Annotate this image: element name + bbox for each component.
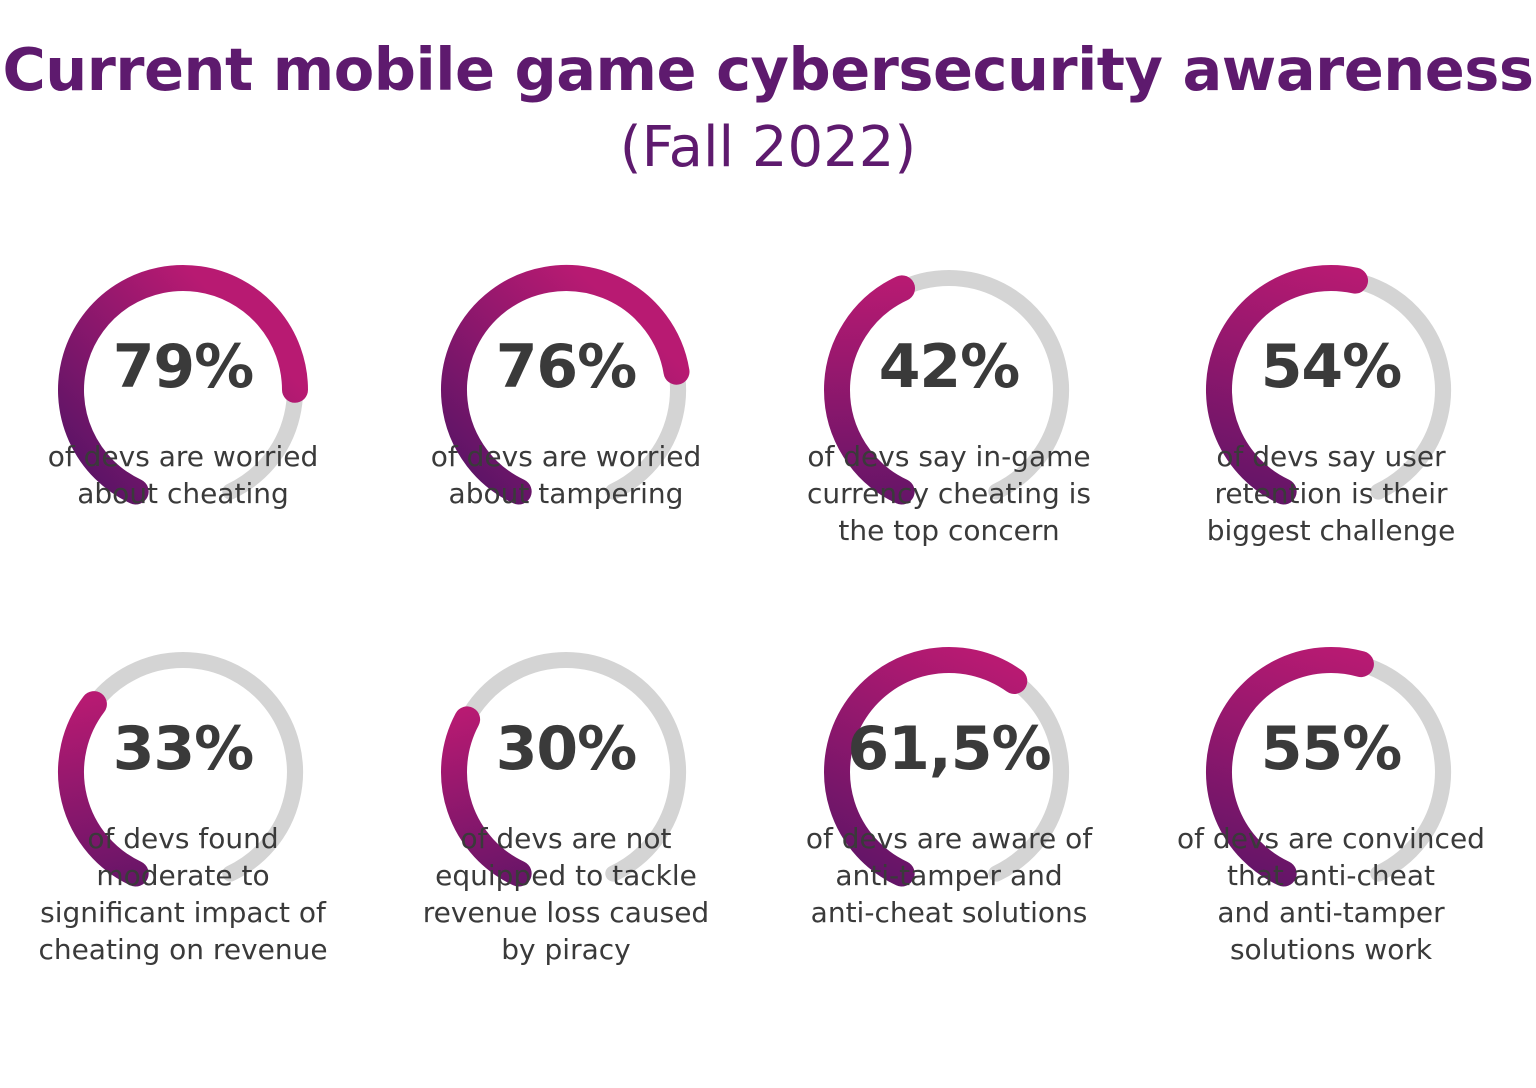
gauge-fill	[1206, 647, 1374, 887]
gauge-svg	[441, 265, 690, 505]
gauge-fill	[824, 275, 916, 505]
gauge-value: 33%	[112, 714, 255, 784]
gauge-description-line: anti-cheat solutions	[810, 896, 1088, 929]
gauge-description-line: of devs are worried	[430, 440, 702, 473]
gauge-description-line: of devs found	[87, 822, 279, 855]
gauge-description-line: of devs are worried	[47, 440, 319, 473]
gauge-fill	[441, 265, 690, 505]
gauge-description-line: currency cheating is	[807, 477, 1091, 510]
gauge-value: 61,5%	[847, 714, 1051, 784]
gauge-description: of devs are aware of anti-tamper and anti-…	[779, 820, 1119, 931]
gauge-description-line: of devs are aware of	[805, 822, 1093, 855]
gauge-description-line: of devs are not	[460, 822, 672, 855]
gauge-svg	[1206, 265, 1451, 505]
page-subtitle: (Fall 2022)	[619, 115, 917, 180]
gauge-description-line: biggest challenge	[1206, 514, 1456, 547]
gauge-description: of devs found moderate to significant impa…	[13, 820, 353, 968]
gauge-description-line: cheating on revenue	[38, 933, 328, 966]
gauge-svg	[824, 647, 1069, 887]
gauge-description-line: moderate to	[96, 859, 270, 892]
gauge-description-line: of devs are convinced	[1177, 822, 1485, 855]
gauge-description: of devs are worried about cheating	[13, 438, 353, 512]
gauge-svg	[824, 270, 1069, 505]
gauge-svg	[441, 652, 686, 887]
gauge-description: of devs say in-game currency cheating is t…	[779, 438, 1119, 549]
gauge-description-line: the top concern	[838, 514, 1060, 547]
gauge-value: 79%	[112, 332, 255, 402]
gauge-description-line: that anti-cheat	[1226, 859, 1436, 892]
gauge-description: of devs are worried about tampering	[396, 438, 736, 512]
gauge-description-line: retention is their	[1214, 477, 1448, 510]
gauge-description-line: significant impact of	[40, 896, 326, 929]
gauge-description-line: by piracy	[501, 933, 631, 966]
gauge-fill	[58, 265, 308, 505]
gauge-fill	[441, 706, 532, 887]
page-title: Current mobile game cybersecurity awaren…	[2, 35, 1535, 104]
gauge-description: of devs are convinced that anti-cheat and …	[1161, 820, 1501, 968]
gauge-fill	[1206, 265, 1369, 505]
gauge-description-line: solutions work	[1229, 933, 1433, 966]
gauge-description: of devs say user retention is their bigges…	[1161, 438, 1501, 549]
gauge-fill	[824, 647, 1028, 887]
gauge-svg	[58, 652, 303, 887]
gauge-description-line: revenue loss caused	[422, 896, 710, 929]
gauge-svg	[1206, 647, 1451, 887]
gauge-value: 76%	[495, 332, 638, 402]
gauge-value: 54%	[1260, 332, 1403, 402]
gauge-description-line: of devs say user	[1216, 440, 1446, 473]
gauge-svg	[58, 265, 308, 505]
gauge-description-line: of devs say in-game	[807, 440, 1091, 473]
gauge-fill	[58, 691, 149, 887]
gauge-description-line: about tampering	[448, 477, 684, 510]
gauge-value: 55%	[1260, 714, 1403, 784]
gauge-description-line: anti-tamper and	[835, 859, 1063, 892]
gauge-value: 42%	[878, 332, 1021, 402]
gauge-description-line: equipped to tackle	[435, 859, 697, 892]
gauge-value: 30%	[495, 714, 638, 784]
gauge-description-line: and anti-tamper	[1217, 896, 1445, 929]
gauge-description: of devs are not equipped to tackle revenue…	[396, 820, 736, 968]
gauge-description-line: about cheating	[77, 477, 289, 510]
